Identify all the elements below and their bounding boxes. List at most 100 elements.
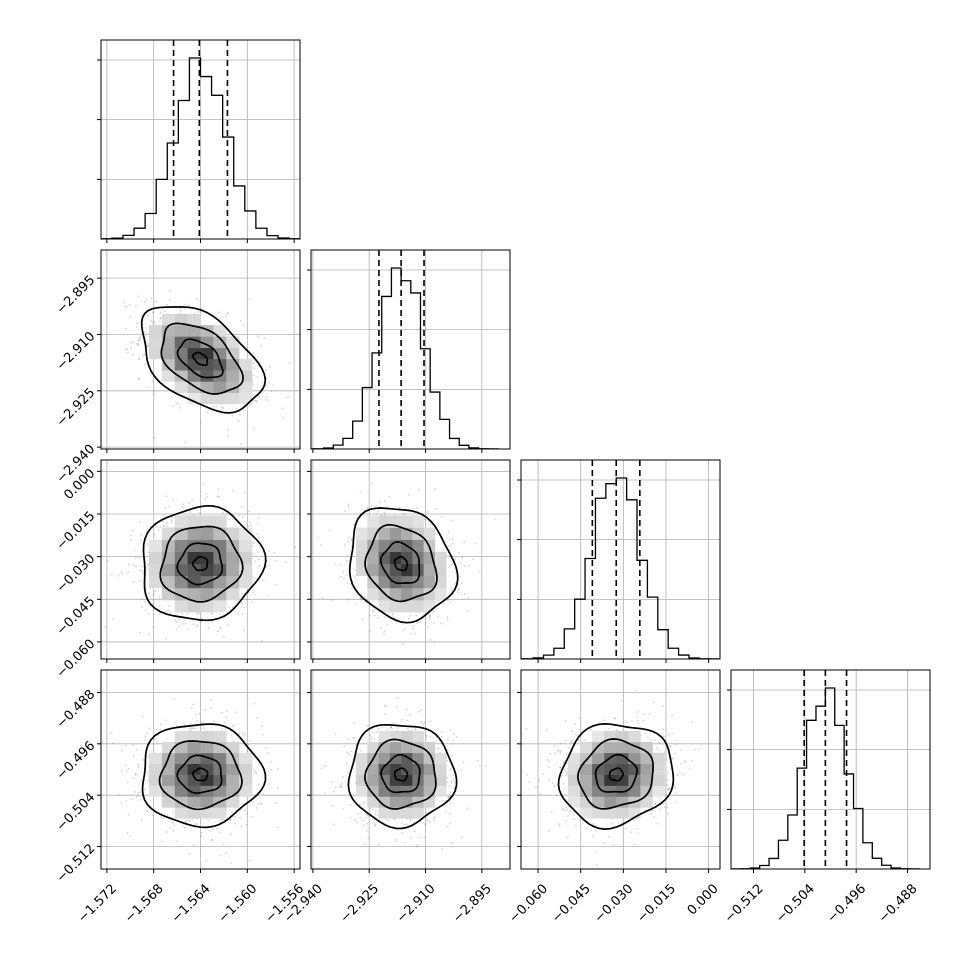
density-cell: [412, 807, 424, 819]
density-cell: [389, 796, 402, 808]
density-cell: [367, 741, 379, 754]
density-cell: [378, 752, 391, 765]
y-tick-label: −0.504: [54, 790, 99, 835]
contour-line: [142, 504, 267, 622]
density-cell: [434, 551, 447, 565]
density-cell: [401, 600, 413, 613]
density-cell: [567, 763, 581, 775]
density-cell: [200, 796, 214, 808]
density-cell: [389, 527, 402, 540]
contour-line: [577, 738, 654, 810]
density-cell: [187, 313, 201, 326]
density-cell: [239, 381, 253, 393]
density-cell: [389, 551, 402, 565]
density-cell: [213, 752, 227, 765]
density-cell: [592, 763, 605, 775]
density-cell: [148, 551, 163, 565]
density-cell: [174, 763, 188, 775]
histogram-step: [101, 57, 300, 239]
density-cell: [592, 796, 605, 808]
density-cell: [187, 563, 201, 577]
panel-2-0: [97, 459, 301, 663]
density-cell: [434, 575, 447, 589]
contour-line: [158, 740, 243, 811]
density-cell: [640, 763, 653, 775]
density-cell: [401, 752, 413, 765]
density-cell: [187, 796, 201, 808]
density-cell: [174, 785, 188, 797]
density-cell: [187, 807, 201, 819]
panel-frame: [310, 459, 511, 660]
density-cell: [378, 527, 391, 540]
density-cell: [213, 381, 227, 393]
y-tick-label: −0.060: [54, 637, 99, 682]
density-cell: [604, 796, 617, 808]
panel-frame: [730, 669, 931, 870]
density-cell: [592, 774, 605, 786]
density-cell: [412, 600, 424, 613]
density-cell: [200, 807, 214, 819]
density-cell: [401, 763, 413, 775]
density-cell: [226, 774, 240, 786]
density-cell: [213, 325, 227, 337]
density-cell: [174, 774, 188, 786]
density-cell: [200, 381, 214, 393]
density-cell: [226, 336, 240, 348]
density-cell: [616, 741, 629, 754]
density-cell: [616, 763, 629, 775]
density-cell: [401, 527, 413, 540]
density-cell: [628, 730, 641, 743]
density-cell: [187, 381, 201, 393]
density-cell: [174, 370, 188, 382]
density-cell: [200, 336, 214, 348]
density-cell: [401, 515, 413, 528]
density-cell: [412, 785, 424, 797]
panel-1-0: [97, 249, 301, 453]
density-cell: [239, 392, 253, 405]
density-cell: [174, 796, 188, 808]
density-cell: [239, 774, 253, 786]
contour-line: [348, 507, 459, 624]
density-cell: [226, 347, 240, 360]
density-cell: [187, 587, 201, 601]
density-cell: [652, 774, 665, 786]
y-tick-label: −0.030: [54, 551, 99, 596]
density-cell: [378, 515, 391, 528]
panel-frame: [520, 459, 721, 660]
density-cell: [226, 527, 240, 540]
density-cell: [161, 370, 176, 382]
density-cell: [367, 785, 379, 797]
density-cell: [213, 336, 227, 348]
density-cell: [148, 563, 163, 577]
density-cell: [200, 730, 214, 743]
contour-line: [379, 541, 421, 585]
density-cell: [200, 347, 214, 360]
density-cell: [187, 370, 201, 382]
density-cell: [401, 807, 413, 819]
density-cell: [412, 752, 424, 765]
density-cell: [423, 563, 436, 577]
density-cell: [401, 575, 413, 589]
density-cell: [616, 752, 629, 765]
density-cell: [356, 763, 368, 775]
contour-line: [141, 723, 267, 829]
density-cell: [226, 785, 240, 797]
density-cell: [200, 774, 214, 786]
density-cell: [174, 730, 188, 743]
density-cell: [378, 774, 391, 786]
density-cell: [161, 774, 176, 786]
density-cell: [640, 774, 653, 786]
density-cell: [356, 563, 368, 577]
x-tick-label: −0.504: [773, 881, 818, 926]
density-cell: [367, 774, 379, 786]
density-cell: [213, 539, 227, 552]
density-cell: [148, 785, 163, 797]
contour-line: [176, 338, 224, 379]
density-cell: [161, 785, 176, 797]
density-cell: [434, 763, 447, 775]
density-cell: [604, 730, 617, 743]
density-cell: [148, 774, 163, 786]
density-cell: [389, 752, 402, 765]
density-cell: [174, 600, 188, 613]
